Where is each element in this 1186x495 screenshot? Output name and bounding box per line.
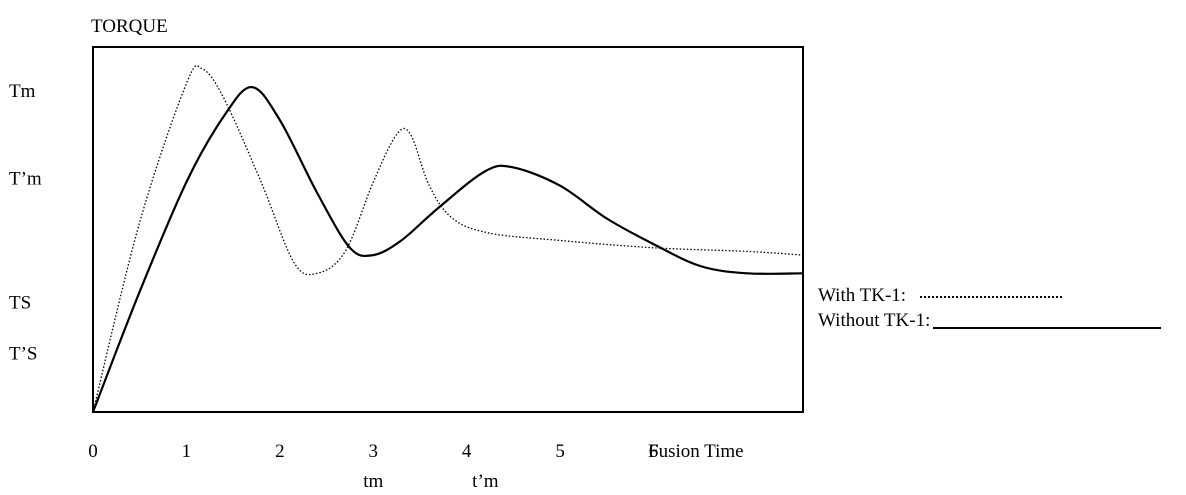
x-tick-label: 2 <box>275 441 285 462</box>
plot-frame <box>92 46 804 413</box>
x-tick-label: 6 <box>649 441 659 462</box>
series-layer <box>91 65 804 413</box>
x-sub-tick-labels: tm t’m <box>363 471 499 492</box>
x-sub-tick-label: tm <box>363 471 383 492</box>
x-tick-label: 5 <box>555 441 565 462</box>
x-tick-label: 1 <box>182 441 192 462</box>
legend-item-with-tk1: With TK-1: <box>818 283 1161 308</box>
legend: With TK-1: Without TK-1: <box>818 283 1162 333</box>
y-tick-label: T’S <box>9 344 38 365</box>
legend-label-without-tk1: Without TK-1: <box>818 310 931 331</box>
y-tick-label: Tm <box>9 81 36 102</box>
legend-swatch-dotted <box>920 295 1063 298</box>
legend-label-with-tk1: With TK-1: <box>818 285 907 306</box>
series-line-without-tk1 <box>91 86 804 413</box>
x-tick-labels: 0 1 2 3 4 5 6 <box>88 441 658 462</box>
x-tick-label: 4 <box>462 441 472 462</box>
legend-swatch-solid <box>933 326 1162 329</box>
x-tick-label: 0 <box>88 441 98 462</box>
legend-item-without-tk1: Without TK-1: <box>818 308 1162 333</box>
x-tick-label: 3 <box>369 441 379 462</box>
y-tick-labels: Tm T’m TS T’S <box>9 81 42 365</box>
y-tick-label: TS <box>9 293 31 314</box>
y-axis-label: TORQUE <box>91 16 168 37</box>
y-tick-label: T’m <box>9 168 42 189</box>
series-line-with-tk1 <box>92 65 804 413</box>
x-axis-label: Fusion Time <box>648 441 744 462</box>
x-sub-tick-label: t’m <box>472 471 499 492</box>
